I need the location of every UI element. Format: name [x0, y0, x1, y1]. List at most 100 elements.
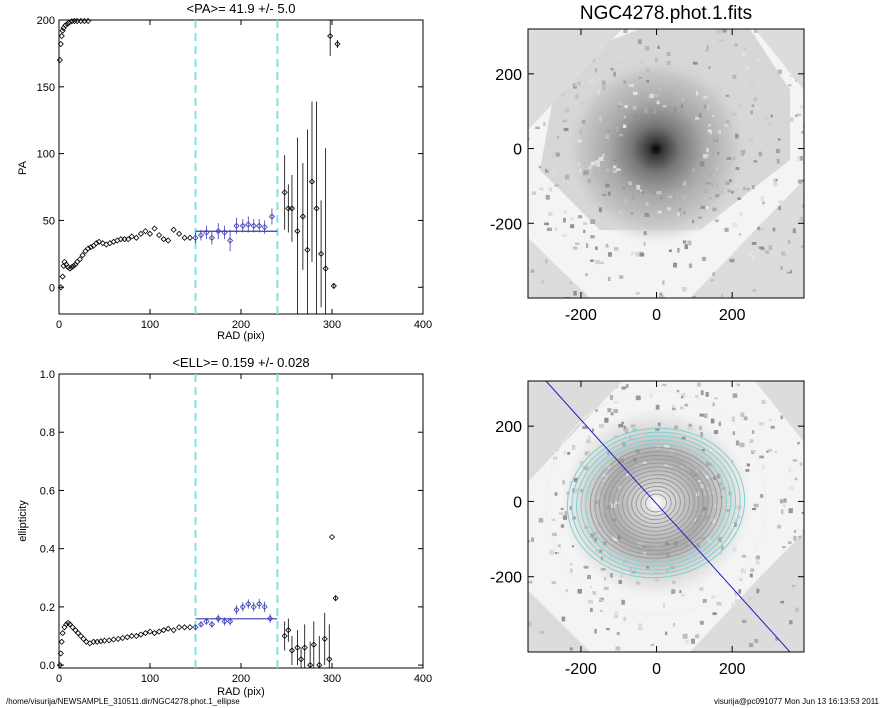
image-speckle [679, 590, 682, 594]
image-speckle [735, 440, 740, 446]
image-speckle [695, 518, 699, 523]
image-speckle [598, 424, 604, 428]
image-speckle [713, 476, 717, 480]
isophote [631, 481, 681, 525]
image-speckle [692, 474, 697, 477]
image-speckle [753, 503, 759, 508]
image-speckle [554, 152, 560, 157]
image-speckle [645, 336, 649, 339]
image-speckle [605, 243, 609, 248]
pa-point [85, 17, 92, 25]
image-speckle [551, 171, 557, 175]
image-speckle [562, 234, 567, 237]
img2-ytick-label: -200 [490, 570, 522, 587]
pa-xtick-label: 300 [323, 319, 341, 331]
image-speckle [811, 212, 814, 216]
image-speckle [512, 521, 516, 525]
image-speckle [603, 586, 609, 591]
image-speckle [751, 508, 757, 511]
image-speckle [713, 137, 719, 143]
ell-point [307, 662, 314, 669]
pa-point [186, 234, 194, 241]
image-speckle [703, 490, 707, 496]
image-speckle [735, 133, 739, 139]
image-speckle [703, 154, 708, 159]
image-speckle [520, 473, 524, 477]
image-speckle [697, 216, 703, 219]
image-speckle [622, 124, 627, 129]
pa-point [313, 205, 320, 212]
image-speckle [707, 129, 712, 135]
pa-point [68, 264, 75, 271]
image-speckle [751, 184, 755, 190]
image-speckle [613, 401, 618, 404]
image-speckle [707, 104, 710, 110]
isophote [594, 450, 718, 556]
image-speckle [662, 603, 666, 608]
image-speckle [789, 74, 794, 78]
image-speckle [748, 596, 752, 601]
image-speckle [628, 435, 633, 440]
isophote [598, 454, 714, 552]
image-speckle [602, 193, 607, 197]
image-speckle [640, 189, 643, 192]
image-speckle [551, 518, 556, 521]
image-speckle [766, 450, 769, 453]
image-speckle [658, 88, 662, 92]
pa-ytick-label: 100 [37, 149, 55, 161]
image-speckle [598, 207, 603, 213]
ell-point [316, 662, 323, 669]
ell-point [281, 632, 288, 640]
ell-point [301, 644, 308, 651]
image-speckle [609, 555, 612, 558]
pa-point [125, 236, 132, 243]
image-speckle [618, 105, 621, 108]
image-speckle [738, 589, 742, 594]
ell-point [165, 625, 172, 632]
image-speckle [600, 261, 605, 265]
image-speckle [802, 529, 804, 533]
image-speckle [737, 197, 741, 200]
image-speckle [571, 375, 574, 378]
image-speckle [563, 127, 569, 132]
image-speckle [657, 190, 662, 195]
image-speckle [710, 161, 714, 165]
ell-point [326, 656, 333, 663]
image2-axes: -200 0 200 -200 0 200 [490, 381, 804, 678]
image-speckle [732, 222, 738, 228]
image-speckle [700, 205, 706, 209]
ell-ytick-label: 0.8 [40, 427, 55, 439]
img1-ytick-label: 200 [495, 67, 522, 84]
ell-panel: <ELL>= 0.159 +/- 0.028 0 100 200 300 4000.00… [17, 355, 432, 698]
image-speckle [596, 90, 600, 95]
image-speckle [649, 393, 653, 398]
pa-point [77, 17, 84, 25]
image-speckle [644, 108, 648, 114]
image-speckle [710, 373, 713, 377]
image-speckle [604, 417, 609, 423]
image-speckle [498, 564, 503, 566]
image-speckle [528, 539, 531, 543]
image-speckle [482, 109, 486, 111]
image-speckle [614, 538, 619, 541]
image-speckle [615, 646, 621, 651]
image-speckle [581, 101, 584, 104]
image-speckle [513, 485, 518, 490]
image-speckle [695, 301, 697, 305]
image-speckle [616, 632, 620, 636]
image-speckle [800, 105, 804, 110]
image-speckle [552, 532, 557, 537]
pa-point [79, 252, 86, 259]
image-speckle [740, 149, 746, 154]
image-speckle [593, 172, 598, 176]
image-speckle [700, 536, 705, 540]
image-speckle [703, 104, 707, 110]
image-speckle [682, 195, 686, 200]
image-speckle [780, 266, 783, 270]
ell-ytick-label: 0.0 [40, 660, 55, 672]
image-speckle [590, 259, 594, 262]
image-speckle [720, 186, 724, 191]
image-speckle [721, 487, 726, 491]
pa-point [299, 213, 306, 220]
image-speckle [530, 537, 535, 542]
